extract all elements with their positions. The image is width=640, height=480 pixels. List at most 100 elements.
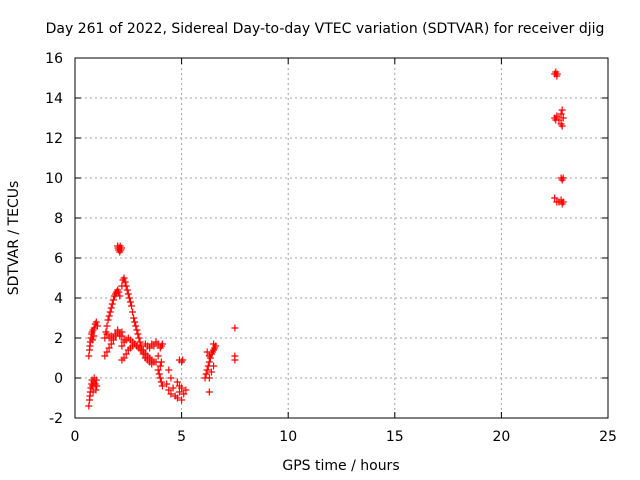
data-point bbox=[105, 344, 113, 352]
data-point bbox=[134, 330, 142, 338]
data-point bbox=[93, 382, 101, 390]
data-point bbox=[203, 348, 211, 356]
data-point bbox=[169, 384, 177, 392]
data-point bbox=[210, 362, 218, 370]
data-point bbox=[205, 388, 213, 396]
data-point bbox=[137, 346, 145, 354]
data-point bbox=[117, 244, 125, 252]
data-point bbox=[157, 378, 165, 386]
y-tick-label: 6 bbox=[54, 251, 63, 267]
data-point bbox=[202, 370, 210, 378]
data-point bbox=[105, 312, 113, 320]
data-point bbox=[135, 334, 143, 342]
data-point bbox=[167, 390, 175, 398]
data-point bbox=[231, 324, 239, 332]
data-point bbox=[158, 382, 166, 390]
y-tick-label: 4 bbox=[54, 291, 63, 307]
data-point bbox=[136, 338, 144, 346]
y-tick-label: -2 bbox=[49, 411, 63, 427]
data-point bbox=[559, 198, 567, 206]
data-point bbox=[205, 352, 213, 360]
data-point bbox=[559, 174, 567, 182]
data-points bbox=[85, 68, 567, 410]
data-point bbox=[148, 360, 156, 368]
data-point bbox=[203, 366, 211, 374]
data-point bbox=[108, 300, 116, 308]
data-point bbox=[555, 116, 563, 124]
x-tick-label: 20 bbox=[492, 429, 510, 445]
data-point bbox=[551, 194, 559, 202]
data-point bbox=[180, 390, 188, 398]
x-tick-label: 15 bbox=[386, 429, 404, 445]
data-point bbox=[127, 302, 135, 310]
y-tick-label: 14 bbox=[45, 91, 63, 107]
data-point bbox=[92, 318, 100, 326]
data-point bbox=[553, 70, 561, 78]
data-point bbox=[167, 374, 175, 382]
data-point bbox=[131, 318, 139, 326]
data-point bbox=[205, 358, 213, 366]
data-point bbox=[163, 380, 171, 388]
data-point bbox=[157, 358, 165, 366]
data-point bbox=[150, 342, 158, 350]
data-point bbox=[103, 348, 111, 356]
data-point bbox=[178, 396, 186, 404]
data-point bbox=[120, 274, 128, 282]
data-point bbox=[93, 322, 101, 330]
chart-title: Day 261 of 2022, Sidereal Day-to-day VTE… bbox=[46, 21, 605, 37]
data-point bbox=[557, 110, 565, 118]
data-point bbox=[123, 286, 131, 294]
grid-lines bbox=[75, 58, 608, 418]
data-point bbox=[231, 356, 239, 364]
data-point bbox=[173, 394, 181, 402]
data-point bbox=[85, 402, 93, 410]
data-point bbox=[120, 354, 128, 362]
data-point bbox=[558, 106, 566, 114]
data-point bbox=[133, 326, 141, 334]
data-point bbox=[558, 122, 566, 130]
data-point bbox=[112, 330, 120, 338]
data-point bbox=[207, 368, 215, 376]
data-point bbox=[107, 304, 115, 312]
x-tick-label: 25 bbox=[599, 429, 617, 445]
data-point bbox=[101, 352, 109, 360]
data-point bbox=[122, 350, 130, 358]
x-tick-label: 5 bbox=[177, 429, 186, 445]
data-point bbox=[115, 288, 123, 296]
data-point bbox=[116, 332, 124, 340]
data-point bbox=[85, 352, 93, 360]
data-point bbox=[154, 352, 162, 360]
data-point bbox=[156, 374, 164, 382]
data-point bbox=[126, 298, 134, 306]
data-point bbox=[88, 336, 96, 344]
data-point bbox=[118, 328, 126, 336]
data-point bbox=[103, 322, 111, 330]
data-point bbox=[156, 362, 164, 370]
data-point bbox=[165, 366, 173, 374]
y-tick-label: 16 bbox=[45, 51, 63, 67]
y-tick-label: 0 bbox=[54, 371, 63, 387]
x-tick-label: 0 bbox=[71, 429, 80, 445]
data-point bbox=[158, 340, 166, 348]
data-point bbox=[553, 112, 561, 120]
data-point bbox=[559, 114, 567, 122]
data-point bbox=[125, 294, 133, 302]
y-tick-label: 8 bbox=[54, 211, 63, 227]
data-point bbox=[139, 350, 147, 358]
data-point bbox=[205, 374, 213, 382]
data-point bbox=[155, 370, 163, 378]
tick-labels: 0 5 10 15 20 25 -2 0 2 4 6 8 10 12 14 16 bbox=[45, 51, 617, 445]
data-point bbox=[179, 356, 187, 364]
data-point bbox=[92, 376, 100, 384]
data-point bbox=[129, 308, 137, 316]
y-tick-label: 10 bbox=[45, 171, 63, 187]
y-tick-label: 2 bbox=[54, 331, 63, 347]
data-point bbox=[124, 290, 132, 298]
data-point bbox=[173, 378, 181, 386]
data-point bbox=[182, 386, 190, 394]
data-point bbox=[90, 332, 98, 340]
data-point bbox=[116, 292, 124, 300]
data-point bbox=[118, 342, 126, 350]
data-point bbox=[210, 340, 218, 348]
